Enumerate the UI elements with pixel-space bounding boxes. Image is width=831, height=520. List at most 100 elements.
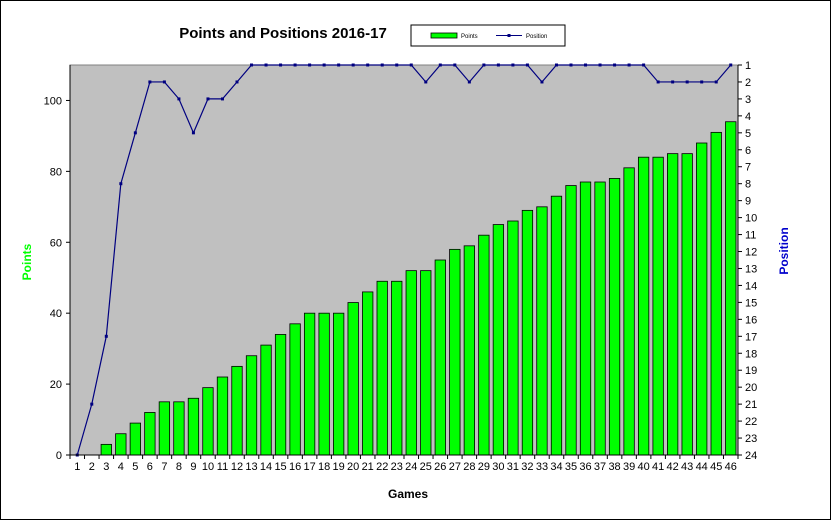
points-bar-41 xyxy=(652,156,664,456)
legend-position-label: Position xyxy=(526,34,547,40)
points-bar-17 xyxy=(303,312,316,456)
x-tick-label: 22 xyxy=(376,461,388,473)
points-bar-37 xyxy=(594,181,606,456)
points-bar-26 xyxy=(434,259,446,456)
x-tick-label: 5 xyxy=(132,461,138,473)
position-point-36 xyxy=(584,63,588,67)
x-tick-label: 44 xyxy=(696,461,708,473)
x-tick-label: 46 xyxy=(725,461,737,473)
left-ticks: 0 20 40 60 80 100 xyxy=(44,95,70,462)
x-tick-label: 16 xyxy=(289,461,301,473)
x-tick-label: 30 xyxy=(492,461,504,473)
x-tick-label: 23 xyxy=(391,461,403,473)
points-bar-44 xyxy=(696,142,708,456)
x-tick-label: 43 xyxy=(681,461,693,473)
right-tick-label: 15 xyxy=(745,297,757,309)
points-bar-42 xyxy=(667,153,679,456)
points-bar-19 xyxy=(333,312,345,456)
x-tick-label: 24 xyxy=(405,461,417,473)
position-point-7 xyxy=(162,80,166,84)
x-tick-label: 20 xyxy=(347,461,359,473)
right-tick-label: 8 xyxy=(745,179,751,191)
points-bar-43 xyxy=(681,153,693,456)
position-point-3 xyxy=(104,334,108,338)
x-axis-label: Games xyxy=(388,487,428,501)
x-tick-label: 36 xyxy=(579,461,591,473)
position-point-42 xyxy=(671,80,675,84)
position-point-12 xyxy=(235,80,239,84)
points-bar-10 xyxy=(202,387,214,456)
right-tick-label: 6 xyxy=(745,145,751,157)
position-point-22 xyxy=(380,63,384,67)
position-point-24 xyxy=(409,63,413,67)
position-point-29 xyxy=(482,63,486,67)
x-tick-label: 28 xyxy=(463,461,475,473)
left-tick-label: 0 xyxy=(56,450,62,462)
position-point-21 xyxy=(366,63,370,67)
points-bar-28 xyxy=(463,245,475,456)
points-bar-15 xyxy=(274,334,287,456)
points-bar-27 xyxy=(449,248,461,456)
position-point-33 xyxy=(540,80,544,84)
points-bar-35 xyxy=(565,185,577,456)
legend-box xyxy=(410,24,566,47)
position-line xyxy=(76,64,732,456)
points-bar-34 xyxy=(550,195,563,456)
right-tick-label: 4 xyxy=(745,111,751,123)
x-tick-label: 40 xyxy=(637,461,649,473)
position-point-37 xyxy=(598,63,602,67)
right-tick-label: 2 xyxy=(745,77,751,89)
x-tick-label: 29 xyxy=(478,461,490,473)
position-point-26 xyxy=(438,63,442,67)
plot-area xyxy=(69,64,739,456)
points-bar-4 xyxy=(115,433,127,456)
position-point-43 xyxy=(685,80,689,84)
legend-position-marker xyxy=(507,34,511,37)
right-tick-label: 1 xyxy=(745,60,751,72)
x-tick-label: 18 xyxy=(318,461,330,473)
position-point-2 xyxy=(90,402,94,406)
points-bar-5 xyxy=(129,422,141,456)
position-point-15 xyxy=(279,63,283,67)
x-tick-label: 33 xyxy=(536,461,548,473)
right-tick-label: 20 xyxy=(745,382,757,394)
left-tick-label: 60 xyxy=(50,237,62,249)
right-tick-label: 14 xyxy=(745,280,757,292)
legend: Points Position xyxy=(410,24,566,47)
points-bar-7 xyxy=(158,401,171,456)
x-tick-label: 19 xyxy=(333,461,345,473)
right-tick-label: 22 xyxy=(745,416,757,428)
x-tick-label: 32 xyxy=(521,461,533,473)
right-tick-label: 18 xyxy=(745,348,757,360)
x-tick-label: 35 xyxy=(565,461,577,473)
x-tick-label: 12 xyxy=(231,461,243,473)
position-point-39 xyxy=(627,63,631,67)
x-tick-label: 9 xyxy=(190,461,196,473)
right-tick-label: 13 xyxy=(745,263,757,275)
points-bar-23 xyxy=(391,280,403,456)
x-tick-label: 26 xyxy=(434,461,446,473)
position-point-45 xyxy=(714,80,718,84)
right-tick-label: 7 xyxy=(745,162,751,174)
right-tick-label: 5 xyxy=(745,128,751,140)
position-point-9 xyxy=(191,131,195,135)
points-bar-32 xyxy=(521,209,534,456)
right-tick-label: 11 xyxy=(745,230,756,242)
points-bar-22 xyxy=(376,280,388,456)
points-bar-20 xyxy=(347,302,359,456)
position-point-44 xyxy=(700,80,704,84)
y2-axis-label: Position xyxy=(777,227,791,274)
points-bar-24 xyxy=(405,270,417,456)
x-tick-label: 42 xyxy=(667,461,679,473)
position-point-8 xyxy=(177,97,181,101)
right-tick-label: 21 xyxy=(745,399,757,411)
points-bar-40 xyxy=(637,156,650,456)
x-tick-label: 15 xyxy=(274,461,286,473)
points-bar-29 xyxy=(478,234,490,456)
x-tick-label: 6 xyxy=(147,461,153,473)
points-bar-8 xyxy=(173,401,185,456)
x-tick-label: 27 xyxy=(449,461,461,473)
points-bar-39 xyxy=(623,167,635,456)
x-tick-label: 17 xyxy=(303,461,315,473)
